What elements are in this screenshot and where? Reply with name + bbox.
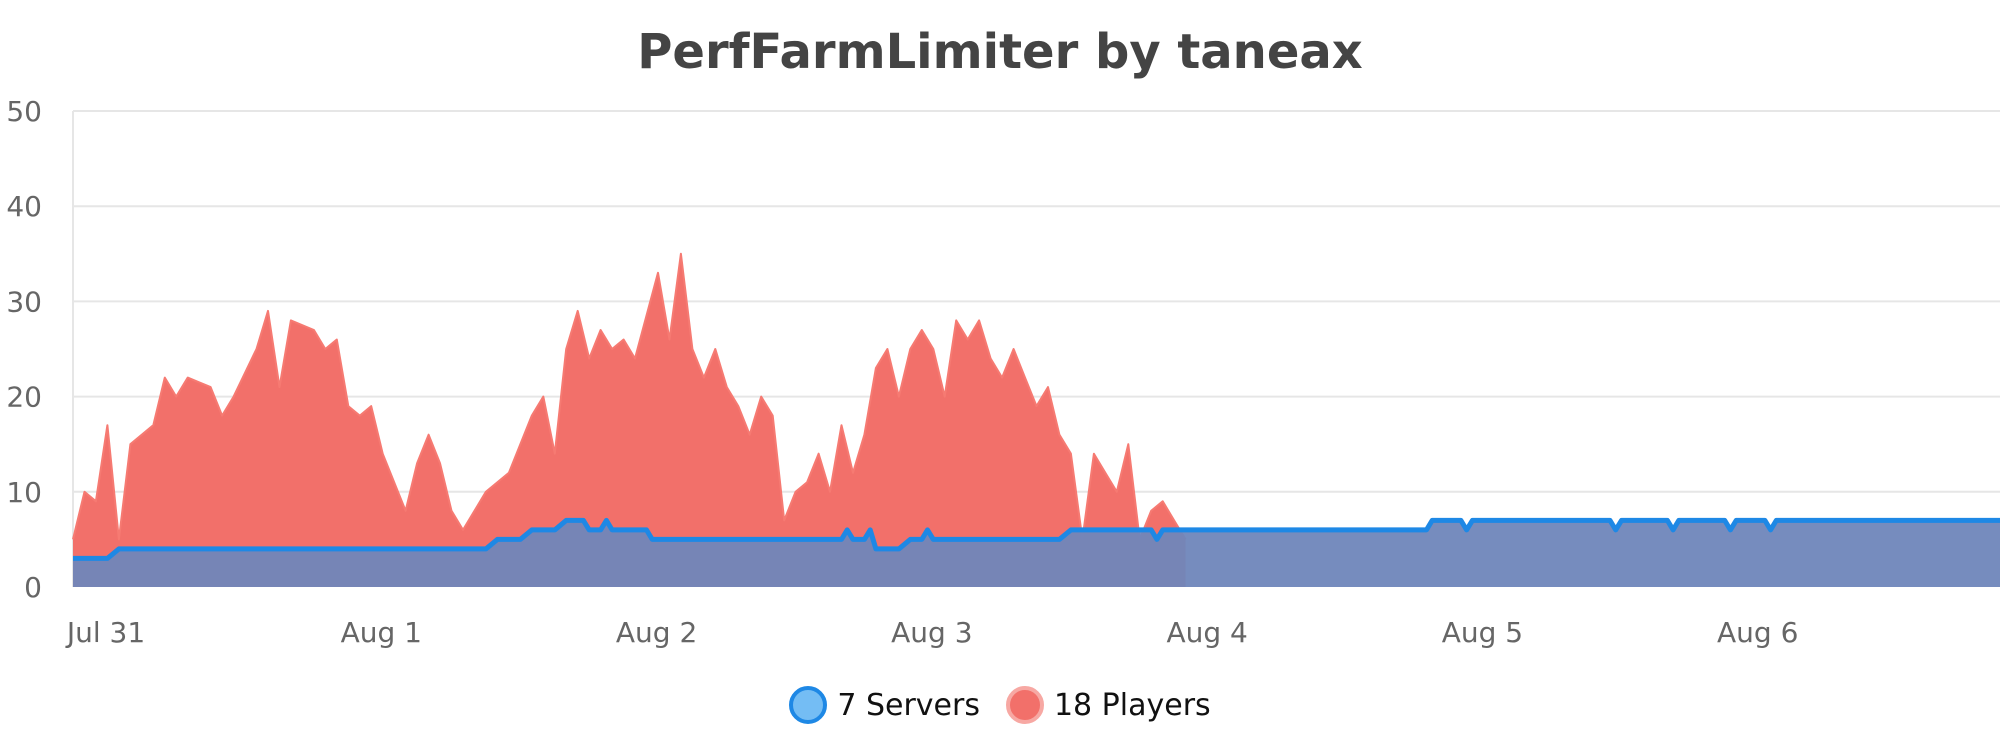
legend-item-servers[interactable]: 7 Servers [789,686,980,724]
x-tick-label: Aug 5 [1442,616,1523,649]
axes: 0 10 20 30 40 50 Jul 31 Aug 1 Aug 2 Aug 3 Aug 4 Aug… [6,95,1798,649]
x-tick-label: Jul 31 [65,616,145,649]
y-tick-label: 50 [6,95,42,128]
x-tick-label: Aug 6 [1717,616,1798,649]
x-tick-label: Aug 1 [341,616,422,649]
legend-item-players[interactable]: 18 Players [1005,686,1211,724]
legend-label-players: 18 Players [1053,687,1211,723]
legend-label-servers: 7 Servers [837,687,980,723]
chart-legend: 7 Servers 18 Players [0,686,2000,724]
series-line-players [72,252,1187,541]
x-tick-label: Aug 3 [891,616,972,649]
series-area-servers [73,520,2000,587]
series-line-servers [73,517,2000,561]
y-tick-label: 40 [6,190,42,223]
x-tick-label: Aug 4 [1166,616,1247,649]
y-tick-label: 10 [6,476,42,509]
chart-title: PerfFarmLimiter by taneax [637,24,1363,80]
series-area-players [73,253,1186,588]
x-tick-label: Aug 2 [616,616,697,649]
legend-marker-players-icon [1005,686,1044,724]
legend-marker-servers-icon [789,686,828,724]
y-tick-label: 0 [24,571,42,604]
series-areas [72,252,2000,588]
y-tick-label: 30 [6,285,42,318]
y-tick-label: 20 [6,381,42,414]
